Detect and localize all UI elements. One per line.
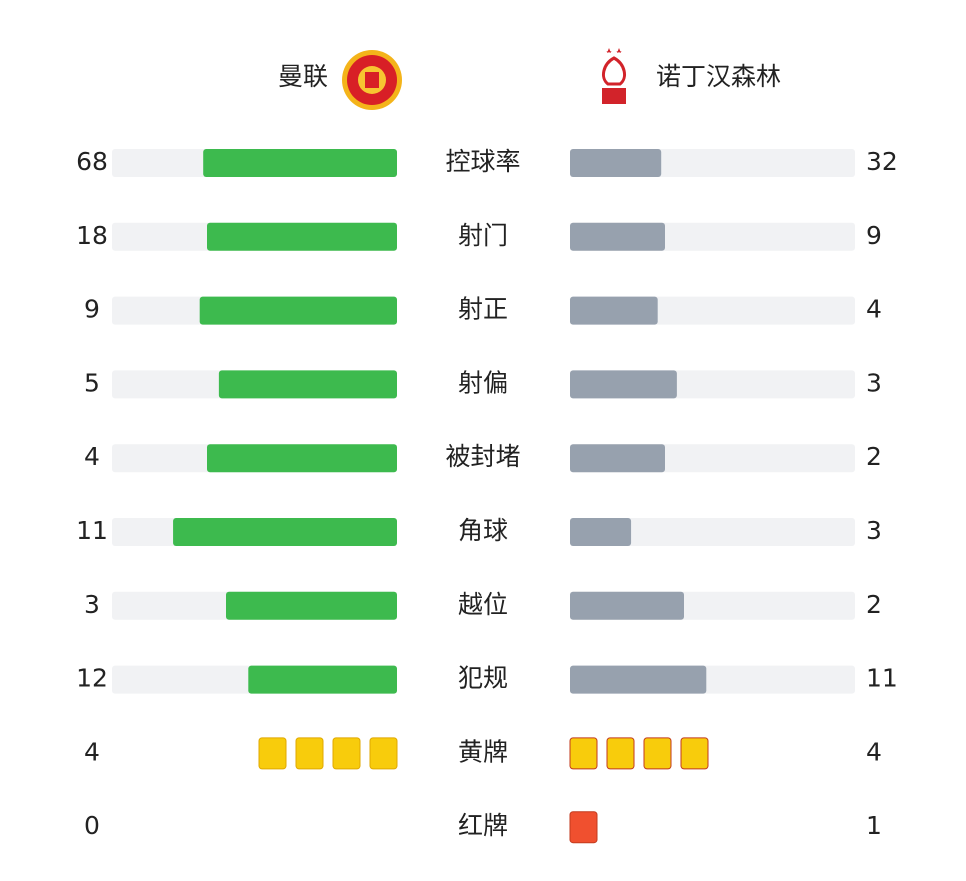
stat-label: 被封堵 (445, 442, 520, 471)
away-value: 1 (866, 811, 882, 840)
away-bar (570, 149, 662, 177)
away-value: 3 (866, 516, 882, 545)
home-bar (199, 296, 397, 325)
home-card (295, 737, 324, 770)
stat-label: 犯规 (458, 664, 508, 693)
away-bar (570, 591, 684, 620)
away-bar (570, 222, 665, 251)
away-value: 9 (866, 221, 882, 250)
home-card (332, 737, 361, 770)
home-card (369, 737, 398, 770)
home-value: 0 (84, 811, 100, 840)
stat-label: 红牌 (458, 811, 508, 840)
away-team-name: 诺丁汉森林 (656, 62, 781, 91)
home-value: 3 (84, 590, 100, 619)
home-bar (218, 370, 397, 399)
stat-label: 射偏 (458, 368, 508, 397)
home-bar (207, 222, 397, 251)
away-bar (570, 518, 632, 546)
home-card (258, 737, 287, 770)
away-value: 3 (866, 368, 882, 397)
away-value: 4 (866, 295, 882, 324)
home-value: 18 (76, 221, 108, 250)
away-card (606, 737, 635, 770)
away-card (569, 737, 598, 770)
away-value: 2 (866, 590, 882, 619)
away-team-logo (601, 48, 627, 104)
away-bar (570, 370, 677, 399)
away-bar (570, 296, 658, 325)
home-bar (248, 665, 397, 694)
home-team-name: 曼联 (278, 62, 328, 91)
home-value: 4 (84, 442, 100, 471)
stat-label: 射正 (458, 295, 508, 324)
home-value: 9 (84, 295, 100, 324)
home-bar (203, 149, 397, 177)
away-card (680, 737, 709, 770)
stat-label: 角球 (458, 516, 508, 545)
away-bar (570, 444, 665, 473)
home-team-logo (342, 50, 402, 110)
home-bar (207, 444, 397, 473)
home-bar (173, 518, 397, 546)
home-value: 4 (84, 737, 100, 766)
home-value: 12 (76, 664, 108, 693)
stat-label: 越位 (458, 590, 508, 619)
stat-label: 黄牌 (458, 737, 508, 766)
away-value: 11 (866, 664, 898, 693)
home-value: 11 (76, 516, 108, 545)
away-value: 4 (866, 737, 882, 766)
away-value: 32 (866, 147, 898, 176)
away-value: 2 (866, 442, 882, 471)
home-bar (226, 591, 397, 620)
home-value: 68 (76, 147, 108, 176)
stat-label: 射门 (458, 221, 508, 250)
stat-label: 控球率 (445, 147, 520, 176)
away-card (643, 737, 672, 770)
away-card (569, 811, 598, 844)
away-track (570, 518, 855, 546)
home-value: 5 (84, 368, 100, 397)
away-bar (570, 665, 707, 694)
